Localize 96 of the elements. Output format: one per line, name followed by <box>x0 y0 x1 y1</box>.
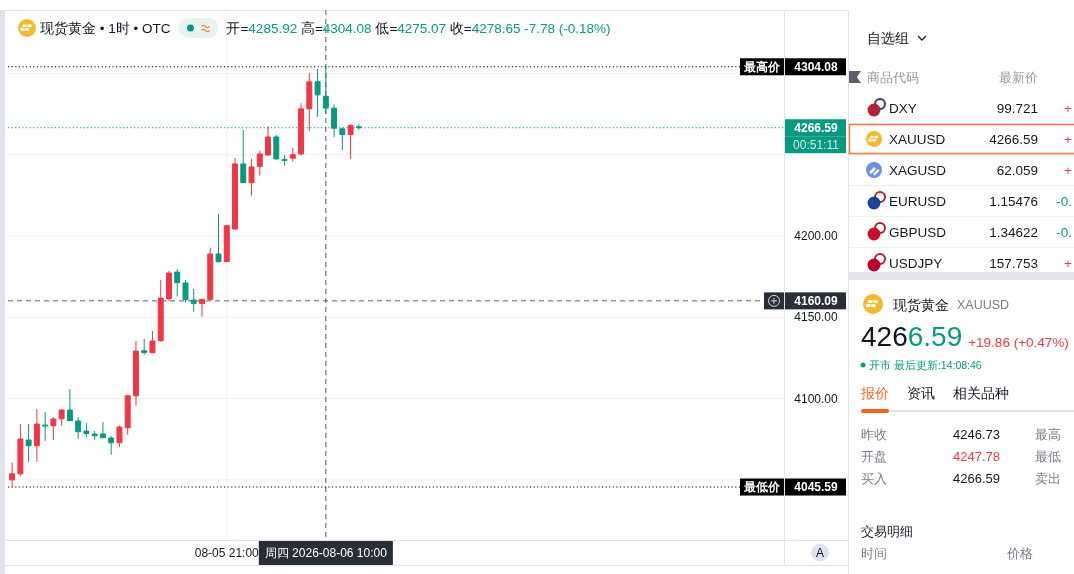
category-label: DXY <box>889 100 917 116</box>
data-label: 62.059 <box>996 162 1038 178</box>
x-tick-label: 周四 2026-08-06 10:00 <box>264 545 388 560</box>
data-label: 1.15476 <box>989 193 1038 209</box>
candlestick <box>116 425 123 448</box>
candlestick <box>190 288 197 313</box>
candlestick <box>322 66 329 115</box>
text: +19.86 (+0.47%) <box>968 334 1069 350</box>
category-label: USDJPY <box>889 255 943 271</box>
data-label: 1.34622 <box>989 224 1038 240</box>
text: + <box>1064 131 1073 147</box>
data-label: 157.753 <box>989 255 1038 271</box>
text: 开盘 <box>861 448 887 464</box>
x-tick-label: 08-05 21:00 <box>194 545 260 560</box>
candlestick <box>91 430 98 441</box>
text: 最低 <box>1035 448 1061 464</box>
candlestick <box>66 388 73 422</box>
text: 自选组 <box>867 30 909 46</box>
candlestick <box>75 416 82 440</box>
candlestick <box>265 125 272 156</box>
text: 卖出 <box>1035 470 1061 486</box>
candlestick <box>42 411 49 442</box>
category-label: XAGUSD <box>889 162 947 178</box>
candlestick <box>215 213 222 263</box>
candlestick <box>149 330 156 354</box>
y-tick-label: 4150.00 <box>794 310 839 325</box>
text: 现货黄金 • 1时 • OTC <box>40 20 171 36</box>
candlestick <box>33 408 40 463</box>
candlestick <box>306 72 313 132</box>
text: 开=4285.92 高=4304.08 低=4275.07 收=4278.65 -7.78 (-0.18%) <box>226 20 611 36</box>
text: 4246.73 <box>953 426 1000 442</box>
text: 买入 <box>861 470 887 486</box>
text: + <box>1064 100 1073 116</box>
data-label: 4266.59 <box>989 131 1038 147</box>
ref-line-label: 4304.08 <box>794 59 839 74</box>
text: 相关品种 <box>953 385 1009 401</box>
annotation: 最低价 <box>743 480 781 495</box>
text: 00:51:11 <box>793 137 840 152</box>
candlestick <box>256 150 263 177</box>
text: 4247.78 <box>953 448 1000 464</box>
ref-line-label: 4160.09 <box>794 293 839 308</box>
text: + <box>1064 255 1073 271</box>
text: 最高 <box>1035 426 1061 442</box>
text: 价格 <box>1006 545 1033 561</box>
y-tick-label: 4200.00 <box>794 228 839 243</box>
candlestick <box>199 298 205 318</box>
ref-line-label: 4266.59 <box>794 120 839 135</box>
candlestick <box>182 279 189 304</box>
candlestick <box>17 423 24 477</box>
candlestick <box>50 416 57 441</box>
y-tick-label: 4100.00 <box>794 391 839 406</box>
candlestick <box>347 123 354 160</box>
category-label: XAUUSD <box>889 131 946 147</box>
text: 报价 <box>860 385 889 401</box>
text: 现货黄金 <box>893 297 949 313</box>
text: A <box>815 545 825 560</box>
text: 最新价 <box>999 69 1038 85</box>
candlestick <box>223 224 230 263</box>
text: 4266.59 <box>861 320 963 352</box>
candlestick <box>83 422 90 438</box>
text: 开市 最后更新:14:08:46 <box>869 359 982 371</box>
text: 时间 <box>861 545 887 561</box>
text: -0. <box>1056 193 1072 209</box>
text: 4266.59 <box>953 470 1000 486</box>
text: 交易明细 <box>861 523 913 539</box>
candlestick <box>141 338 148 356</box>
ref-line-label: 4045.59 <box>794 480 839 495</box>
category-label: GBPUSD <box>889 224 947 240</box>
candlestick <box>298 102 305 157</box>
text: 商品代码 <box>867 69 919 85</box>
candlestick <box>248 158 255 197</box>
candlestick <box>58 408 65 427</box>
text: 昨收 <box>861 426 887 442</box>
candlestick <box>157 279 164 343</box>
candlestick <box>289 147 296 163</box>
candlestick <box>108 435 115 456</box>
text: XAUUSD <box>957 298 1010 312</box>
data-label: 99.721 <box>996 100 1038 116</box>
candlestick <box>207 247 214 301</box>
annotation: 最高价 <box>743 59 781 74</box>
candlestick <box>166 270 172 302</box>
text: -0. <box>1056 224 1072 240</box>
candlestick <box>99 421 106 439</box>
candlestick <box>273 134 280 161</box>
candlestick <box>132 340 139 407</box>
candlestick <box>124 394 131 436</box>
candlestick <box>9 462 16 488</box>
candlestick <box>25 423 32 463</box>
candlestick <box>281 154 288 167</box>
text: 资讯 <box>907 385 935 401</box>
candlestick <box>232 157 238 231</box>
candlestick <box>240 129 247 184</box>
category-label: EURUSD <box>889 193 947 209</box>
candlestick <box>174 268 181 298</box>
candlestick <box>314 68 321 118</box>
text: + <box>1064 162 1073 178</box>
